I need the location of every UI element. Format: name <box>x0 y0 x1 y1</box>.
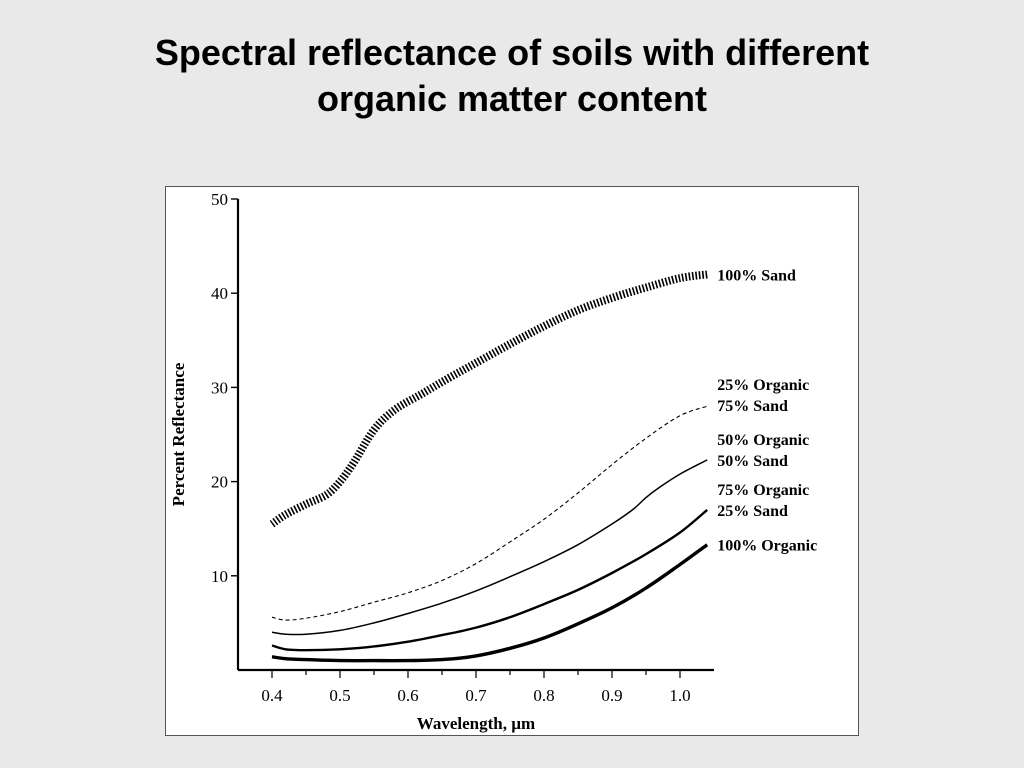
series-label-50pct-organic: 50% Organic <box>717 432 809 449</box>
series-line-100pct-sand <box>269 270 708 528</box>
series-label-50pct-sand: 50% Sand <box>717 453 788 470</box>
x-tick-label-0.4: 0.4 <box>261 686 283 705</box>
x-tick-label-0.5: 0.5 <box>329 686 350 705</box>
series-label-25pct-organic: 25% Organic <box>717 377 809 394</box>
x-axis-title: Wavelength, µm <box>417 714 535 733</box>
series-label-100pct-sand: 100% Sand <box>717 267 796 284</box>
x-tick-label-0.7: 0.7 <box>465 686 487 705</box>
series-label-25pct-sand: 25% Sand <box>717 503 788 520</box>
series-label-100pct-organic: 100% Organic <box>717 538 817 555</box>
y-tick-label-20: 20 <box>211 473 228 492</box>
x-tick-label-0.9: 0.9 <box>601 686 622 705</box>
series-label-75pct-sand: 75% Sand <box>717 398 788 415</box>
y-tick-label-10: 10 <box>211 567 228 586</box>
series-line-100pct-organic <box>271 543 709 663</box>
y-tick-label-40: 40 <box>211 284 228 303</box>
chart-figure: 10 20 30 40 50 0.4 0.5 0.6 0.7 0.8 0.9 1.0 Wavelengt… <box>165 186 859 736</box>
slide-title: Spectral reflectance of soils with diffe… <box>0 30 1024 122</box>
y-axis-title: Percent Reflectance <box>169 362 188 506</box>
x-tick-label-1.0: 1.0 <box>669 686 690 705</box>
slide-title-line-1: Spectral reflectance of soils with diffe… <box>154 32 870 73</box>
series-line-25pct-organic-75pct-sand <box>271 405 708 621</box>
slide-title-line-2: organic matter content <box>316 78 708 119</box>
series-line-75pct-organic-25pct-sand <box>271 508 708 652</box>
series-line-50pct-organic-50pct-sand <box>271 459 708 636</box>
x-tick-label-0.8: 0.8 <box>533 686 554 705</box>
x-tick-label-0.6: 0.6 <box>397 686 418 705</box>
y-tick-label-50: 50 <box>211 190 228 209</box>
series-label-75pct-organic: 75% Organic <box>717 482 809 499</box>
reflectance-chart: 10 20 30 40 50 0.4 0.5 0.6 0.7 0.8 0.9 1.0 Wavelengt… <box>169 190 817 733</box>
y-tick-label-30: 30 <box>211 378 228 397</box>
